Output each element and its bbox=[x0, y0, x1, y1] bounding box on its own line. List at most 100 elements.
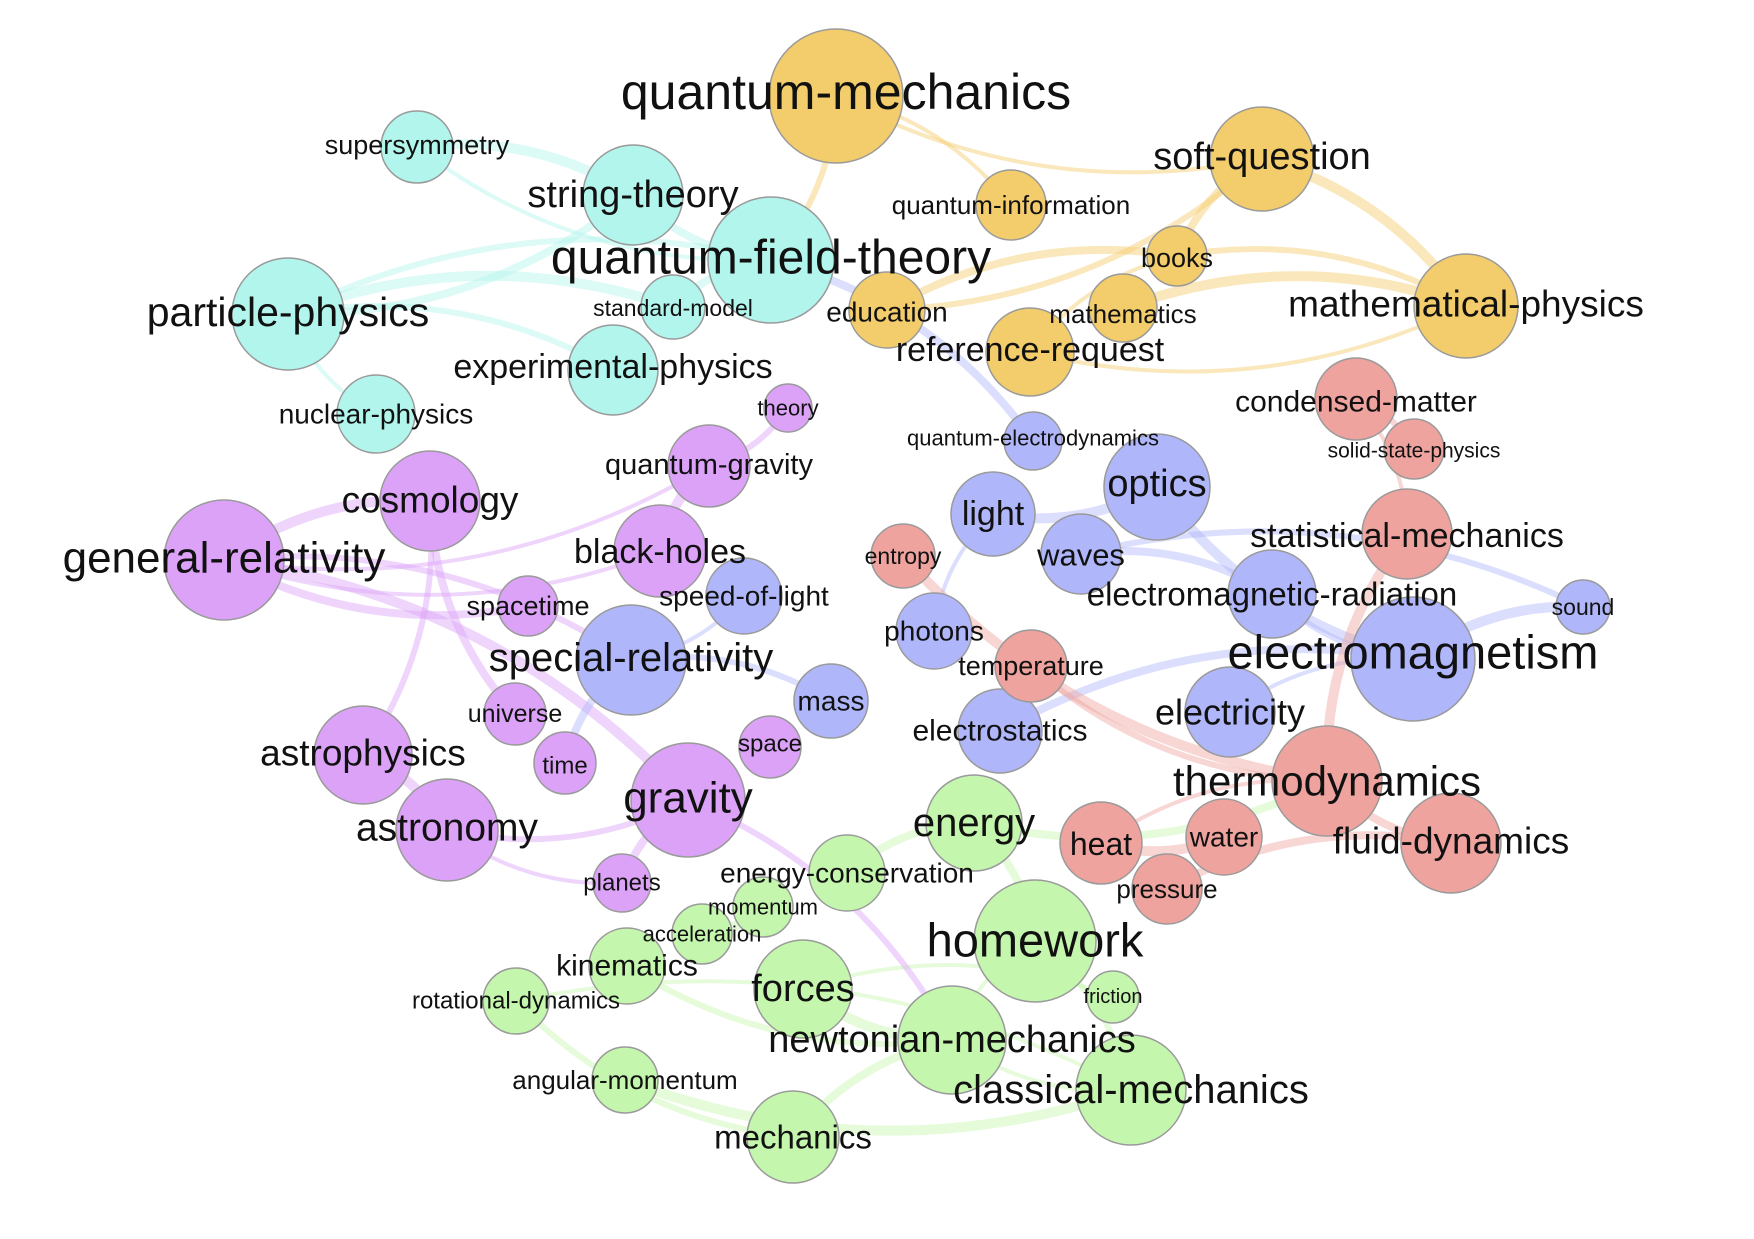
node-angular-momentum[interactable] bbox=[591, 1046, 659, 1114]
node-particle-physics[interactable] bbox=[231, 257, 345, 371]
node-label-special-relativity: special-relativity bbox=[489, 636, 774, 680]
node-label-particle-physics: particle-physics bbox=[147, 289, 430, 335]
node-label-gravity: gravity bbox=[623, 774, 753, 823]
node-quantum-field-theory[interactable] bbox=[707, 196, 835, 324]
node-label-photons: photons bbox=[884, 616, 984, 647]
node-light[interactable] bbox=[950, 471, 1036, 557]
node-homework[interactable] bbox=[973, 879, 1097, 1003]
node-label-solid-state-physics: solid-state-physics bbox=[1328, 440, 1501, 463]
node-label-forces: forces bbox=[751, 968, 854, 1010]
node-electrostatics[interactable] bbox=[957, 688, 1043, 774]
node-quantum-mechanics[interactable] bbox=[768, 28, 904, 164]
node-label-light: light bbox=[962, 495, 1025, 533]
node-planets[interactable] bbox=[592, 853, 652, 913]
node-label-electromagnetic-radiation: electromagnetic-radiation bbox=[1087, 576, 1458, 613]
node-classical-mechanics[interactable] bbox=[1075, 1034, 1187, 1146]
node-label-water: water bbox=[1189, 822, 1258, 853]
node-friction[interactable] bbox=[1086, 970, 1140, 1024]
node-electricity[interactable] bbox=[1184, 666, 1276, 758]
node-momentum[interactable] bbox=[732, 876, 794, 938]
node-entropy[interactable] bbox=[870, 523, 936, 589]
node-label-theory: theory bbox=[757, 396, 818, 421]
edge-general-relativity-black-holes bbox=[222, 549, 662, 597]
node-energy[interactable] bbox=[925, 774, 1023, 872]
node-pressure[interactable] bbox=[1131, 853, 1203, 925]
node-universe[interactable] bbox=[483, 682, 547, 746]
node-gravity[interactable] bbox=[630, 742, 746, 858]
node-label-heat: heat bbox=[1070, 826, 1132, 862]
node-label-kinematics: kinematics bbox=[556, 950, 698, 983]
node-label-electrostatics: electrostatics bbox=[912, 715, 1087, 748]
node-black-holes[interactable] bbox=[613, 504, 707, 598]
node-label-soft-question: soft-question bbox=[1153, 136, 1371, 178]
node-label-quantum-gravity: quantum-gravity bbox=[605, 449, 813, 481]
node-label-cosmology: cosmology bbox=[342, 480, 519, 521]
node-label-angular-momentum: angular-momentum bbox=[512, 1065, 737, 1095]
node-condensed-matter[interactable] bbox=[1314, 357, 1398, 441]
node-label-planets: planets bbox=[583, 870, 660, 897]
node-string-theory[interactable] bbox=[582, 144, 684, 246]
node-quantum-information[interactable] bbox=[975, 169, 1047, 241]
node-electromagnetism[interactable] bbox=[1350, 596, 1476, 722]
node-special-relativity[interactable] bbox=[575, 604, 687, 716]
node-forces[interactable] bbox=[753, 939, 853, 1039]
node-label-fluid-dynamics: fluid-dynamics bbox=[1333, 821, 1569, 862]
node-label-experimental-physics: experimental-physics bbox=[453, 348, 772, 386]
edge-particle-physics-quantum-field-theory bbox=[285, 236, 774, 317]
node-cosmology[interactable] bbox=[379, 450, 481, 552]
node-mathematical-physics[interactable] bbox=[1413, 253, 1519, 359]
node-newtonian-mechanics[interactable] bbox=[897, 985, 1007, 1095]
node-supersymmetry[interactable] bbox=[380, 110, 454, 184]
node-kinematics[interactable] bbox=[588, 927, 666, 1005]
node-rotational-dynamics[interactable] bbox=[482, 967, 550, 1035]
node-label-string-theory: string-theory bbox=[527, 174, 738, 216]
node-optics[interactable] bbox=[1103, 433, 1211, 541]
node-nuclear-physics[interactable] bbox=[336, 374, 416, 454]
node-mechanics[interactable] bbox=[746, 1090, 840, 1184]
node-label-spacetime: spacetime bbox=[466, 591, 589, 621]
node-space[interactable] bbox=[738, 715, 802, 779]
node-soft-question[interactable] bbox=[1209, 106, 1315, 212]
node-statistical-mechanics[interactable] bbox=[1361, 488, 1453, 580]
node-sound[interactable] bbox=[1555, 579, 1611, 635]
node-time[interactable] bbox=[533, 731, 597, 795]
node-astrophysics[interactable] bbox=[313, 705, 413, 805]
node-photons[interactable] bbox=[895, 592, 973, 670]
node-temperature[interactable] bbox=[994, 629, 1068, 703]
node-experimental-physics[interactable] bbox=[567, 324, 659, 416]
node-energy-conservation[interactable] bbox=[808, 834, 886, 912]
node-label-energy-conservation: energy-conservation bbox=[720, 858, 974, 889]
node-quantum-electrodynamics[interactable] bbox=[1003, 411, 1063, 471]
node-quantum-gravity[interactable] bbox=[667, 424, 751, 508]
node-label-quantum-information: quantum-information bbox=[892, 190, 1130, 220]
node-water[interactable] bbox=[1185, 798, 1263, 876]
node-speed-of-light[interactable] bbox=[705, 557, 783, 635]
node-astronomy[interactable] bbox=[395, 778, 499, 882]
node-label-mathematics: mathematics bbox=[1049, 299, 1196, 329]
label-layer: quantum-mechanics soft-question quantum-in… bbox=[63, 64, 1644, 1156]
node-education[interactable] bbox=[848, 271, 926, 349]
edge-general-relativity-quantum-gravity bbox=[222, 464, 711, 572]
node-label-supersymmetry: supersymmetry bbox=[325, 130, 510, 160]
node-solid-state-physics[interactable] bbox=[1383, 418, 1445, 480]
node-label-space: space bbox=[738, 731, 802, 758]
node-standard-model[interactable] bbox=[640, 274, 706, 340]
node-acceleration[interactable] bbox=[671, 903, 733, 965]
node-label-statistical-mechanics: statistical-mechanics bbox=[1250, 517, 1564, 555]
node-theory[interactable] bbox=[763, 383, 813, 433]
node-general-relativity[interactable] bbox=[163, 499, 285, 621]
node-books[interactable] bbox=[1146, 225, 1208, 287]
node-spacetime[interactable] bbox=[497, 575, 559, 637]
node-fluid-dynamics[interactable] bbox=[1400, 792, 1502, 894]
node-heat[interactable] bbox=[1059, 801, 1143, 885]
node-thermodynamics[interactable] bbox=[1271, 725, 1383, 837]
node-electromagnetic-radiation[interactable] bbox=[1227, 549, 1317, 639]
node-label-standard-model: standard-model bbox=[593, 295, 753, 321]
node-label-time: time bbox=[542, 753, 587, 780]
node-mass[interactable] bbox=[793, 663, 869, 739]
node-label-electromagnetism: electromagnetism bbox=[1228, 626, 1599, 679]
node-mathematics[interactable] bbox=[1088, 273, 1158, 343]
node-reference-request[interactable] bbox=[985, 307, 1075, 397]
node-waves[interactable] bbox=[1040, 513, 1122, 595]
